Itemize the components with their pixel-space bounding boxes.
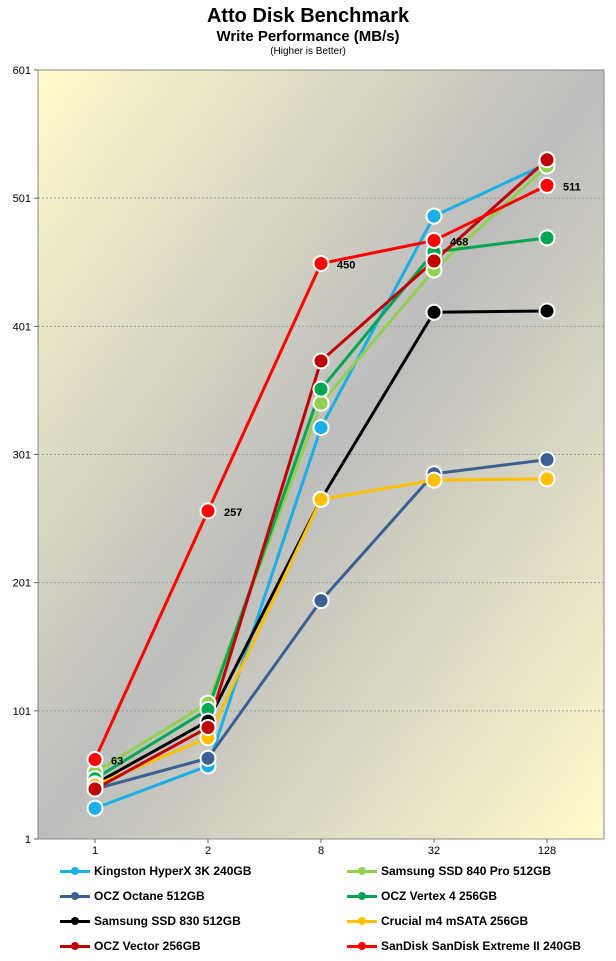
legend-swatch-marker <box>71 917 79 925</box>
legend-label: OCZ Vector 256GB <box>94 939 201 953</box>
data-point <box>312 592 330 610</box>
data-point <box>312 352 330 370</box>
legend-label: Crucial m4 mSATA 256GB <box>381 914 529 928</box>
data-label: 450 <box>337 260 355 272</box>
data-points <box>86 151 556 817</box>
legend-swatch <box>60 915 90 927</box>
data-point <box>425 471 443 489</box>
legend-label: Samsung SSD 830 512GB <box>94 914 241 928</box>
legend-swatch <box>347 865 377 877</box>
data-point <box>538 470 556 488</box>
legend-item: OCZ Octane 512GB <box>60 887 205 905</box>
data-point <box>312 490 330 508</box>
data-point <box>425 207 443 225</box>
data-label: 468 <box>450 236 468 248</box>
legend-item: SanDisk SanDisk Extreme II 240GB <box>347 937 581 955</box>
legend-swatch-marker <box>358 917 366 925</box>
legend-item: Samsung SSD 830 512GB <box>60 912 241 930</box>
legend-swatch-marker <box>71 892 79 900</box>
data-label: 257 <box>224 507 242 519</box>
legend-item: Kingston HyperX 3K 240GB <box>60 862 251 880</box>
y-tick-label: 301 <box>13 450 31 462</box>
legend-label: OCZ Vertex 4 256GB <box>381 889 498 903</box>
chart-subtitle: Write Performance (MB/s) <box>216 28 400 45</box>
legend-swatch-marker <box>358 942 366 950</box>
x-tick-label: 32 <box>428 845 440 857</box>
legend-swatch <box>347 915 377 927</box>
y-tick-label: 101 <box>13 706 31 718</box>
y-tick-label: 201 <box>13 578 31 590</box>
legend-swatch <box>347 890 377 902</box>
legend-swatch <box>60 890 90 902</box>
data-point <box>312 394 330 412</box>
data-point <box>86 799 104 817</box>
chart-title: Atto Disk Benchmark <box>206 5 410 27</box>
legend-swatch <box>60 940 90 952</box>
data-point <box>538 302 556 320</box>
legend-item: OCZ Vertex 4 256GB <box>347 887 497 905</box>
plot-area <box>37 69 605 840</box>
y-tick-label: 1 <box>25 834 31 846</box>
legend-label: Kingston HyperX 3K 240GB <box>94 864 252 878</box>
data-label: 63 <box>111 756 123 768</box>
data-point <box>312 380 330 398</box>
legend-label: Samsung SSD 840 Pro 512GB <box>381 864 552 878</box>
data-point <box>199 718 217 736</box>
legend-swatch <box>347 940 377 952</box>
data-point <box>312 419 330 437</box>
x-tick-label: 2 <box>205 845 211 857</box>
data-point <box>538 151 556 169</box>
y-tick-label: 501 <box>13 193 31 205</box>
legend-swatch-marker <box>358 892 366 900</box>
data-point <box>86 780 104 798</box>
legend-item: Samsung SSD 840 Pro 512GB <box>347 862 551 880</box>
data-point <box>425 252 443 270</box>
data-labels: 63 257 450 468 511 <box>111 181 581 767</box>
data-point <box>425 303 443 321</box>
y-tick-label: 401 <box>13 321 31 333</box>
data-label: 511 <box>563 181 581 193</box>
data-point <box>538 176 556 194</box>
legend-item: OCZ Vector 256GB <box>60 937 201 955</box>
x-tick-label: 128 <box>538 845 556 857</box>
y-tick-label: 601 <box>13 65 31 77</box>
data-point <box>538 451 556 469</box>
data-point <box>538 229 556 247</box>
data-point <box>199 749 217 767</box>
chart-title-block: Atto Disk Benchmark Write Performance (M… <box>0 4 616 58</box>
legend-label: SanDisk SanDisk Extreme II 240GB <box>381 939 582 953</box>
legend-label: OCZ Octane 512GB <box>94 889 205 903</box>
x-tick-label: 1 <box>92 845 98 857</box>
legend-swatch-marker <box>71 942 79 950</box>
x-tick-label: 8 <box>318 845 324 857</box>
data-point <box>312 255 330 273</box>
legend-item: Crucial m4 mSATA 256GB <box>347 912 528 930</box>
legend-swatch-marker <box>71 867 79 875</box>
legend-swatch <box>60 865 90 877</box>
chart-note: (Higher is Better) <box>270 46 346 57</box>
legend-swatch-marker <box>358 867 366 875</box>
data-point <box>199 502 217 520</box>
data-point <box>86 751 104 769</box>
data-point <box>425 231 443 249</box>
